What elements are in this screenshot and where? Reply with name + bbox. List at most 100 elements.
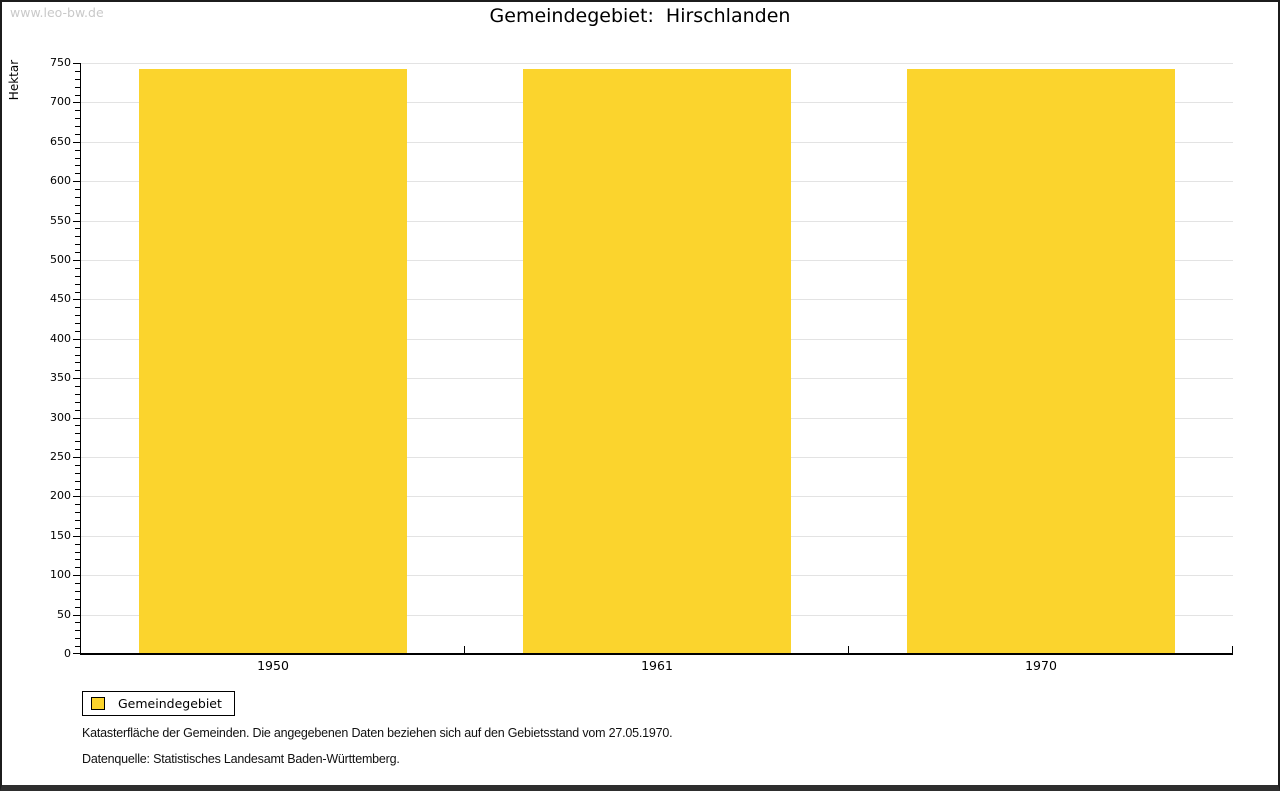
y-tick-minor (75, 204, 80, 206)
y-tick-minor (75, 330, 80, 332)
y-tick-minor (75, 622, 80, 624)
y-axis-line (80, 63, 81, 654)
y-tick-minor (75, 283, 80, 285)
y-tick-minor (75, 346, 80, 348)
y-tick-minor (75, 196, 80, 198)
y-tick-major (73, 63, 80, 64)
y-tick-minor (75, 189, 80, 191)
y-tick-minor (75, 126, 80, 128)
y-tick-minor (75, 638, 80, 640)
footnote-source: Datenquelle: Statistisches Landesamt Bad… (82, 752, 400, 766)
y-tick-label: 450 (50, 292, 71, 306)
y-tick-label: 500 (50, 253, 71, 266)
y-tick-label: 0 (64, 647, 71, 660)
x-boundary-tick (464, 646, 465, 654)
y-tick-minor (75, 559, 80, 561)
legend-swatch-icon (91, 697, 105, 710)
y-tick-minor (75, 78, 80, 80)
y-tick-minor (75, 425, 80, 427)
y-tick-minor (75, 323, 80, 325)
y-tick-label: 700 (50, 95, 71, 109)
y-tick-major (73, 220, 80, 222)
y-tick-minor (75, 449, 80, 451)
y-tick-label: 650 (50, 134, 71, 148)
y-tick-major (73, 417, 80, 419)
y-tick-major (73, 653, 80, 654)
y-tick-minor (75, 606, 80, 608)
y-tick-major (73, 141, 80, 143)
y-tick-major (73, 181, 80, 183)
y-tick-label: 250 (50, 450, 71, 463)
y-tick-minor (75, 393, 80, 395)
y-tick-label: 150 (50, 528, 71, 542)
y-tick-major (73, 457, 80, 458)
y-axis-title: Hektar (7, 59, 21, 101)
y-tick-major (73, 535, 80, 537)
y-tick-minor (75, 118, 80, 120)
bar-1961 (523, 69, 791, 654)
y-tick-minor (75, 354, 80, 356)
y-tick-minor (75, 409, 80, 411)
y-tick-minor (75, 488, 80, 490)
y-tick-minor (75, 236, 80, 238)
y-tick-minor (75, 157, 80, 159)
y-tick-minor (75, 362, 80, 364)
y-tick-minor (75, 464, 80, 466)
bar-1950 (139, 69, 407, 654)
y-tick-minor (75, 133, 80, 135)
y-tick-major (73, 338, 80, 340)
y-tick-minor (75, 94, 80, 96)
y-tick-label: 350 (50, 371, 71, 385)
x-tick-label: 1961 (641, 658, 673, 673)
y-tick-minor (75, 252, 80, 254)
y-tick-label: 200 (50, 489, 71, 503)
y-tick-major (73, 575, 80, 577)
y-tick-minor (75, 543, 80, 545)
y-tick-minor (75, 504, 80, 506)
y-tick-minor (75, 70, 80, 72)
x-tick-label: 1950 (257, 658, 289, 673)
y-tick-label: 750 (50, 56, 71, 69)
y-tick-minor (75, 275, 80, 277)
y-tick-minor (75, 212, 80, 214)
x-tick-label: 1970 (1025, 658, 1057, 673)
y-tick-label: 400 (50, 331, 71, 345)
legend: Gemeindegebiet (82, 691, 235, 716)
plot-area: 0 50 100 150 200 250 300 350 400 450 500 550 600 650 7… (50, 56, 1233, 660)
y-tick-minor (75, 630, 80, 632)
y-tick-minor (75, 149, 80, 151)
x-axis-line (80, 653, 1233, 655)
y-tick-major (73, 496, 80, 498)
chart-title: Gemeindegebiet: Hirschlanden (489, 5, 791, 27)
y-tick-minor (75, 291, 80, 293)
y-tick-minor (75, 86, 80, 88)
y-tick-minor (75, 583, 80, 585)
y-tick-label: 550 (50, 213, 71, 227)
y-tick-minor (75, 110, 80, 112)
y-tick-minor (75, 315, 80, 317)
y-tick-minor (75, 520, 80, 522)
x-axis-labels: 1950 1961 1970 (81, 658, 1233, 674)
y-tick-minor (75, 433, 80, 435)
bar-1970 (907, 69, 1175, 654)
y-tick-minor (75, 590, 80, 592)
y-tick-minor (75, 512, 80, 514)
y-tick-label: 50 (57, 607, 71, 621)
y-tick-minor (75, 598, 80, 600)
y-tick-minor (75, 441, 80, 443)
y-tick-minor (75, 173, 80, 175)
y-tick-minor (75, 370, 80, 372)
y-gridline (81, 63, 1233, 64)
y-tick-minor (75, 267, 80, 269)
y-tick-label: 600 (50, 174, 71, 188)
y-tick-minor (75, 472, 80, 474)
x-boundary-tick (848, 646, 849, 654)
y-tick-major (73, 614, 80, 616)
y-tick-minor (75, 480, 80, 482)
y-tick-major (73, 299, 80, 301)
y-tick-minor (75, 567, 80, 569)
legend-label: Gemeindegebiet (118, 696, 222, 711)
y-tick-minor (75, 244, 80, 246)
y-tick-minor (75, 386, 80, 388)
